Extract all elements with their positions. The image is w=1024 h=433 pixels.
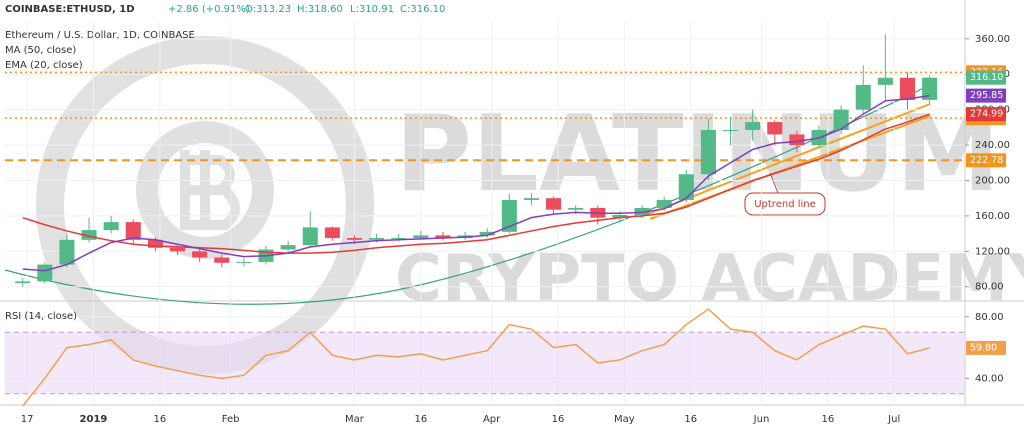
- candle-body: [324, 227, 340, 239]
- candle-body: [103, 222, 119, 231]
- legend-entry: EMA (20, close): [5, 60, 83, 71]
- logo-symbol: [180, 150, 240, 230]
- legend-entry: RSI (14, close): [5, 311, 77, 322]
- candle-body: [37, 264, 53, 282]
- candle-body: [678, 174, 694, 200]
- candle-body: [523, 198, 539, 200]
- x-tick-label: Apr: [483, 414, 501, 425]
- chart-title: Ethereum / U.S. Dollar, 1D, COINBASE: [5, 30, 195, 41]
- candle-body: [236, 261, 252, 263]
- candle-body: [391, 238, 407, 240]
- candle-body: [413, 235, 429, 239]
- x-tick-label: May: [614, 414, 635, 425]
- candle-body: [789, 134, 805, 146]
- level-tag: 222.78: [970, 155, 1003, 166]
- series-tag: 274.99: [970, 109, 1003, 120]
- x-tick-label: Jun: [753, 414, 770, 425]
- y-tick-label: 120.00: [975, 246, 1010, 257]
- last-value-tag-bg: [966, 340, 1006, 355]
- symbol: COINBASE:ETHUSD, 1D: [5, 4, 135, 15]
- ohlc-open: O:313.23: [245, 4, 291, 15]
- candle-body: [568, 207, 584, 210]
- y-tick-label: 240.00: [975, 140, 1010, 151]
- annotation-arrow: [769, 172, 779, 194]
- x-tick-label: 16: [414, 414, 427, 425]
- candle-body: [170, 247, 186, 252]
- last-price-tag: 316.10: [970, 72, 1003, 83]
- x-tick-label: 17: [21, 414, 34, 425]
- candle-body: [435, 235, 451, 239]
- series-tag-bg: [966, 107, 1006, 122]
- candle-body: [546, 198, 562, 210]
- change: +2.86 (+0.91%): [168, 4, 250, 15]
- curve-drawing: [4, 84, 931, 305]
- series-tag: 295.85: [970, 90, 1003, 101]
- candle-body: [656, 199, 672, 208]
- legend-entry: MA (50, close): [5, 45, 76, 56]
- watermark-line2: CRYPTO ACADEMY: [395, 242, 1024, 316]
- candle-body: [192, 251, 208, 258]
- y-tick-label: 80.00: [975, 282, 1004, 293]
- candle-body: [346, 238, 363, 240]
- y-tick-label: 160.00: [975, 211, 1010, 222]
- ohlc-low: L:310.91: [350, 4, 394, 15]
- candle-body: [280, 245, 296, 250]
- candle-body: [634, 207, 650, 216]
- annotation-text: Uptrend line: [754, 199, 816, 210]
- series-line: [22, 113, 930, 254]
- candle-body: [147, 239, 163, 248]
- candle-body: [877, 77, 893, 85]
- candle-body: [745, 122, 761, 131]
- candle-body: [855, 84, 871, 110]
- candle-body: [612, 215, 628, 218]
- candle-body: [81, 230, 97, 240]
- candle-body: [369, 238, 385, 240]
- candle-body: [922, 77, 938, 100]
- ohlc-high: H:318.60: [297, 4, 343, 15]
- y-tick-label: 360.00: [975, 34, 1010, 45]
- x-tick-label: Feb: [222, 414, 240, 425]
- candle-body: [125, 222, 141, 240]
- candle-body: [700, 130, 716, 175]
- candle-body: [833, 109, 849, 131]
- x-tick-label: 2019: [80, 414, 108, 425]
- ohlc-close: C:316.10: [400, 4, 445, 15]
- candle-body: [15, 281, 31, 284]
- last-price-tag-bg: [966, 70, 1006, 85]
- x-tick-label: 16: [684, 414, 697, 425]
- series-line: [22, 308, 930, 407]
- candle-body: [214, 257, 230, 263]
- x-tick-label: Jul: [887, 414, 900, 425]
- last-value-tag: 59.80: [970, 342, 997, 353]
- series-tag-bg: [966, 88, 1006, 103]
- candle-body: [302, 227, 318, 246]
- y-tick-label: 40.00: [975, 373, 1004, 384]
- x-tick-label: Mar: [345, 414, 365, 425]
- rsi-band: [5, 332, 965, 394]
- uptrend-line: [649, 115, 931, 220]
- candle-body: [899, 77, 916, 100]
- candle-body: [767, 122, 783, 135]
- x-tick-label: 16: [552, 414, 565, 425]
- candle-body: [479, 231, 495, 236]
- annotation-box: [744, 192, 826, 216]
- x-tick-label: 16: [821, 414, 834, 425]
- series-line: [22, 94, 930, 272]
- y-tick-label: 200.00: [975, 175, 1010, 186]
- level-tag-bg: [966, 153, 1006, 168]
- candle-body: [59, 239, 75, 265]
- candle-body: [501, 199, 517, 232]
- x-tick-label: 16: [153, 414, 166, 425]
- candle-body: [723, 130, 739, 132]
- y-tick-label: 80.00: [975, 312, 1004, 323]
